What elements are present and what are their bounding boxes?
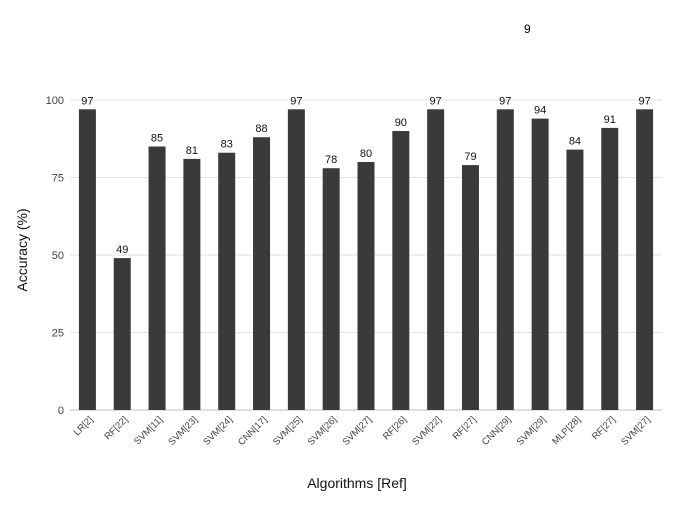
data-label: 97 <box>290 95 302 107</box>
data-label: 97 <box>81 95 93 107</box>
bar <box>461 165 479 410</box>
data-label: 49 <box>116 244 128 256</box>
x-tick-label: SVM[27] <box>619 414 653 448</box>
bar <box>322 168 340 410</box>
y-axis-title: Accuracy (%) <box>14 208 30 292</box>
x-tick-label: SVM[27] <box>341 414 375 448</box>
data-label: 91 <box>604 114 616 126</box>
data-label: 97 <box>638 95 650 107</box>
bar <box>253 137 271 410</box>
bar <box>566 149 584 410</box>
bar <box>183 158 201 410</box>
y-tick-label: 50 <box>52 250 64 262</box>
data-label: 83 <box>221 139 233 151</box>
y-tick-label: 75 <box>52 173 64 185</box>
page-number: 9 <box>524 22 531 36</box>
x-tick-label: MLP[28] <box>550 414 583 447</box>
x-axis-title: Algorithms [Ref] <box>307 475 407 491</box>
data-label: 88 <box>255 123 267 135</box>
x-tick-label: SVM[29] <box>515 414 549 448</box>
bar <box>636 109 654 411</box>
bar <box>531 118 549 410</box>
bar <box>287 109 305 411</box>
x-tick-label: SVM[23] <box>166 414 200 448</box>
x-tick-label: SVM[25] <box>271 414 305 448</box>
y-tick-label: 0 <box>58 405 64 417</box>
data-label: 85 <box>151 133 163 145</box>
x-tick-label: CNN[29] <box>480 414 514 448</box>
x-tick-label: RF[27] <box>590 414 618 442</box>
bar <box>601 127 619 411</box>
bar <box>78 109 96 411</box>
x-tick-label: LR[2] <box>72 414 96 438</box>
x-tick-label: CNN[17] <box>236 414 270 448</box>
bar <box>392 131 410 410</box>
x-tick-label: SVM[24] <box>201 414 235 448</box>
x-tick-label: RF[27] <box>451 414 479 442</box>
bar <box>113 258 131 410</box>
bar <box>427 109 445 411</box>
data-label: 97 <box>499 95 511 107</box>
x-tick-label: SVM[22] <box>410 414 444 448</box>
data-label: 80 <box>360 148 372 160</box>
data-label: 81 <box>186 145 198 157</box>
data-label: 78 <box>325 154 337 166</box>
data-label: 84 <box>569 136 581 148</box>
x-tick-label: RF[22] <box>102 414 130 442</box>
bar <box>496 109 514 411</box>
data-label: 79 <box>464 151 476 163</box>
x-tick-label: RF[26] <box>381 414 409 442</box>
y-tick-label: 25 <box>52 328 64 340</box>
x-tick-label: SVM[11] <box>132 414 165 447</box>
data-label: 90 <box>395 117 407 129</box>
data-label: 97 <box>430 95 442 107</box>
bar <box>148 146 166 410</box>
bar <box>218 152 236 410</box>
y-tick-label: 100 <box>46 95 64 107</box>
bar <box>357 162 375 410</box>
x-tick-label: SVM[26] <box>306 414 340 448</box>
data-label: 94 <box>534 105 546 117</box>
